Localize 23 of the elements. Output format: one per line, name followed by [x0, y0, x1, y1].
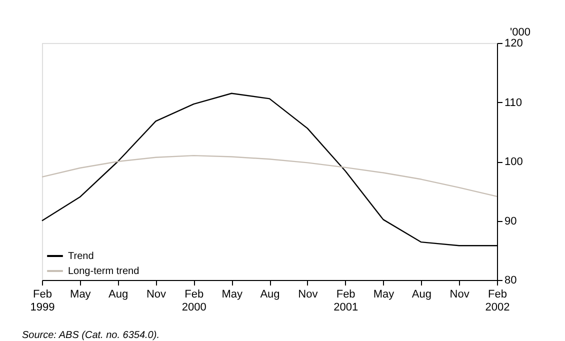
- x-tick-label: Nov: [298, 288, 318, 300]
- line-series: [41, 154, 498, 198]
- x-tick-label: Feb 2001: [334, 288, 358, 314]
- x-tick-label: Aug: [260, 288, 280, 300]
- x-tick-label: May: [70, 288, 92, 300]
- x-tick-label: May: [373, 288, 395, 300]
- y-tick-label: 90: [504, 215, 517, 228]
- x-tick-label: May: [222, 288, 243, 300]
- y-tick-label: 100: [504, 156, 523, 168]
- x-tick-label: Aug: [108, 288, 128, 300]
- y-tick-label: 120: [504, 38, 523, 50]
- y-tick-label: 80: [504, 274, 517, 286]
- y-tick-label: 110: [504, 96, 522, 109]
- legend-label: Long-term trend: [68, 266, 140, 277]
- source-note: Source: ABS (Cat. no. 6354.0).: [22, 330, 160, 341]
- x-tick-label: Nov: [450, 288, 470, 300]
- x-tick-label: Feb 2002: [485, 288, 510, 314]
- x-tick-label: Feb 1999: [30, 288, 55, 314]
- x-tick-label: Nov: [146, 288, 167, 300]
- y-axis-title: '000: [510, 26, 530, 38]
- legend-label: Trend: [68, 251, 94, 262]
- x-tick-label: Feb 2000: [182, 288, 206, 314]
- x-tick-label: Aug: [412, 288, 432, 300]
